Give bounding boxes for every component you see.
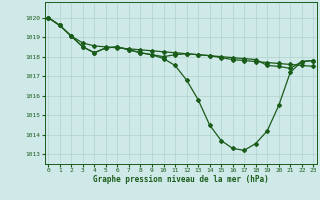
- X-axis label: Graphe pression niveau de la mer (hPa): Graphe pression niveau de la mer (hPa): [93, 175, 269, 184]
